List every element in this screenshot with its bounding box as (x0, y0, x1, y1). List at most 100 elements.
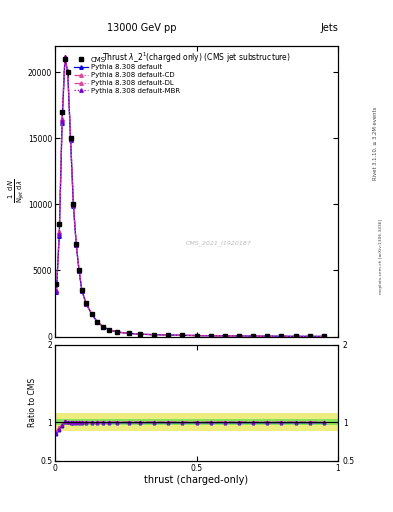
Pythia 8.308 default-MBR (180, 332, 185, 338)
Pythia 8.308 default-MBR (115, 329, 119, 335)
Pythia 8.308 default-DL (60, 116, 64, 122)
Pythia 8.308 default-DL (77, 267, 81, 273)
Pythia 8.308 default-CD (265, 333, 270, 339)
Pythia 8.308 default-MBR (65, 70, 70, 76)
Pythia 8.308 default-DL (237, 333, 241, 339)
Pythia 8.308 default-MBR (265, 333, 270, 339)
Pythia 8.308 default-DL (107, 327, 111, 333)
Pythia 8.308 default-MBR (60, 118, 64, 124)
Pythia 8.308 default-DL (208, 333, 213, 339)
Text: Rivet 3.1.10, ≥ 3.2M events: Rivet 3.1.10, ≥ 3.2M events (373, 106, 378, 180)
Pythia 8.308 default-CD (107, 327, 111, 333)
Pythia 8.308 default (79, 288, 84, 294)
Pythia 8.308 default-CD (180, 332, 185, 338)
Pythia 8.308 default (293, 333, 298, 339)
Pythia 8.308 default-CD (79, 287, 84, 293)
Pythia 8.308 default-DL (95, 319, 100, 325)
Text: Jets: Jets (320, 23, 338, 33)
Pythia 8.308 default-DL (90, 311, 94, 317)
Pythia 8.308 default-CD (166, 332, 171, 338)
Pythia 8.308 default (62, 56, 67, 62)
Pythia 8.308 default-DL (265, 333, 270, 339)
Pythia 8.308 default-CD (307, 333, 312, 339)
Pythia 8.308 default-CD (101, 324, 105, 330)
Pythia 8.308 default-DL (57, 229, 62, 235)
Pythia 8.308 default-DL (152, 332, 156, 338)
Pythia 8.308 default (71, 203, 76, 209)
Pythia 8.308 default-MBR (222, 333, 227, 339)
Pythia 8.308 default-CD (74, 241, 79, 247)
Pythia 8.308 default-CD (279, 333, 284, 339)
Pythia 8.308 default (101, 324, 105, 330)
Pythia 8.308 default (251, 333, 255, 339)
Legend: CMS, Pythia 8.308 default, Pythia 8.308 default-CD, Pythia 8.308 default-DL, Pyt: CMS, Pythia 8.308 default, Pythia 8.308 … (73, 55, 181, 95)
Pythia 8.308 default-CD (237, 333, 241, 339)
Pythia 8.308 default-CD (65, 70, 70, 76)
Pythia 8.308 default-DL (62, 53, 67, 59)
Y-axis label: Ratio to CMS: Ratio to CMS (28, 378, 37, 428)
Pythia 8.308 default-CD (95, 319, 100, 325)
Pythia 8.308 default-CD (60, 116, 64, 122)
Pythia 8.308 default-CD (71, 201, 76, 207)
Pythia 8.308 default-CD (90, 311, 94, 317)
Pythia 8.308 default-MBR (307, 333, 312, 339)
Pythia 8.308 default-MBR (101, 324, 105, 330)
Pythia 8.308 default-CD (222, 333, 227, 339)
Pythia 8.308 default-MBR (68, 136, 73, 142)
Pythia 8.308 default (60, 120, 64, 126)
Pythia 8.308 default-MBR (138, 331, 142, 337)
Pythia 8.308 default-DL (166, 332, 171, 338)
Pythia 8.308 default-CD (84, 301, 88, 307)
Pythia 8.308 default-CD (321, 333, 326, 339)
Pythia 8.308 default-DL (222, 333, 227, 339)
Pythia 8.308 default (208, 333, 213, 339)
Pythia 8.308 default-MBR (79, 287, 84, 293)
Pythia 8.308 default (194, 332, 199, 338)
Pythia 8.308 default (90, 311, 94, 317)
Pythia 8.308 default-MBR (279, 333, 284, 339)
Pythia 8.308 default-MBR (84, 301, 88, 307)
Pythia 8.308 default-DL (84, 301, 88, 307)
Pythia 8.308 default-MBR (90, 311, 94, 317)
Pythia 8.308 default-MBR (62, 53, 67, 59)
Pythia 8.308 default (237, 333, 241, 339)
Pythia 8.308 default-DL (79, 287, 84, 293)
Pythia 8.308 default-MBR (77, 268, 81, 274)
Pythia 8.308 default-DL (194, 332, 199, 338)
Pythia 8.308 default-MBR (95, 319, 100, 325)
Pythia 8.308 default-CD (251, 333, 255, 339)
Pythia 8.308 default-CD (77, 267, 81, 273)
Pythia 8.308 default-DL (68, 135, 73, 141)
Pythia 8.308 default-MBR (126, 330, 131, 336)
Pythia 8.308 default-DL (115, 329, 119, 335)
Pythia 8.308 default-MBR (208, 333, 213, 339)
Pythia 8.308 default-DL (138, 331, 142, 337)
Pythia 8.308 default-CD (62, 53, 67, 59)
Text: mcplots.cern.ch [arXiv:1306.3436]: mcplots.cern.ch [arXiv:1306.3436] (379, 219, 383, 293)
Pythia 8.308 default-MBR (74, 242, 79, 248)
Pythia 8.308 default-CD (194, 332, 199, 338)
Text: Thrust $\lambda$_2$^1$(charged only) (CMS jet substructure): Thrust $\lambda$_2$^1$(charged only) (CM… (102, 51, 291, 65)
Pythia 8.308 default-MBR (237, 333, 241, 339)
Pythia 8.308 default (68, 137, 73, 143)
Pythia 8.308 default-CD (208, 333, 213, 339)
Pythia 8.308 default (107, 327, 111, 333)
Line: Pythia 8.308 default-DL: Pythia 8.308 default-DL (55, 55, 325, 338)
X-axis label: thrust (charged-only): thrust (charged-only) (145, 475, 248, 485)
Pythia 8.308 default-CD (57, 229, 62, 235)
Pythia 8.308 default-DL (71, 201, 76, 207)
Pythia 8.308 default-MBR (251, 333, 255, 339)
Text: CMS_2021_I1920187: CMS_2021_I1920187 (186, 241, 252, 246)
Pythia 8.308 default (84, 301, 88, 307)
Pythia 8.308 default-DL (251, 333, 255, 339)
Text: $\frac{1}{\mathrm{N}_{jet}}\frac{\mathrm{d}N}{\mathrm{d}\lambda}$: $\frac{1}{\mathrm{N}_{jet}}\frac{\mathrm… (6, 179, 27, 203)
Pythia 8.308 default-MBR (107, 327, 111, 333)
Pythia 8.308 default-CD (126, 330, 131, 336)
Pythia 8.308 default (279, 333, 284, 339)
Pythia 8.308 default-DL (54, 287, 59, 293)
Pythia 8.308 default-MBR (194, 332, 199, 338)
Pythia 8.308 default-MBR (152, 332, 156, 338)
Pythia 8.308 default-DL (279, 333, 284, 339)
Pythia 8.308 default-DL (293, 333, 298, 339)
Pythia 8.308 default-CD (115, 329, 119, 335)
